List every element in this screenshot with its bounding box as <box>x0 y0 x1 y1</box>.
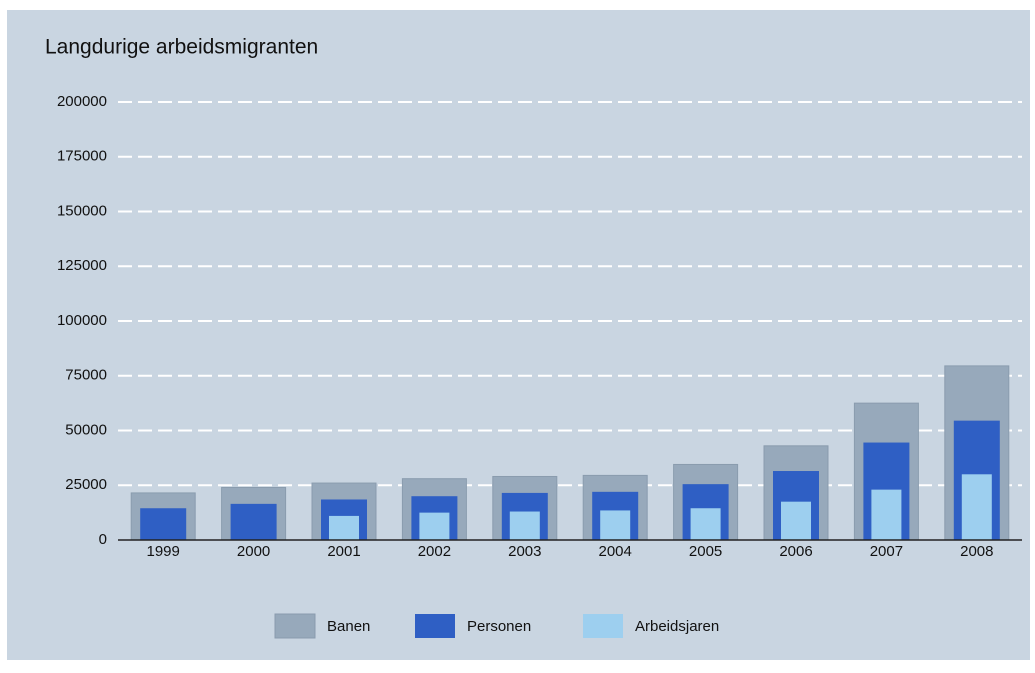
chart-title: Langdurige arbeidsmigranten <box>45 36 318 59</box>
x-tick-label: 2005 <box>689 543 722 560</box>
x-tick-label: 2006 <box>779 543 812 560</box>
legend-label: Arbeidsjaren <box>635 618 719 635</box>
x-tick-label: 2008 <box>960 543 993 560</box>
y-tick-label: 75000 <box>65 367 107 384</box>
x-tick-label: 1999 <box>147 543 180 560</box>
bar <box>230 503 277 540</box>
bar <box>781 501 811 540</box>
y-tick-label: 100000 <box>57 312 107 329</box>
legend-swatch <box>274 613 316 639</box>
bar <box>600 510 631 540</box>
y-tick-label: 175000 <box>57 148 107 165</box>
legend-label: Banen <box>327 618 370 635</box>
bar <box>140 508 187 540</box>
bar <box>871 489 902 540</box>
x-tick-label: 2001 <box>327 543 360 560</box>
y-tick-label: 0 <box>99 531 107 548</box>
x-tick-label: 2000 <box>237 543 270 560</box>
x-tick-label: 2004 <box>599 543 632 560</box>
legend-label: Personen <box>467 618 531 635</box>
legend-swatch <box>583 614 623 638</box>
bar <box>329 515 359 540</box>
x-tick-label: 2007 <box>870 543 903 560</box>
bar <box>419 512 450 540</box>
y-tick-label: 150000 <box>57 202 107 219</box>
legend-swatch <box>415 614 455 638</box>
background <box>7 10 1030 660</box>
bar <box>509 511 540 540</box>
y-tick-label: 50000 <box>65 421 107 438</box>
y-tick-label: 200000 <box>57 93 107 110</box>
y-tick-label: 125000 <box>57 257 107 274</box>
x-tick-label: 2002 <box>418 543 451 560</box>
bar <box>690 508 721 540</box>
bar <box>961 474 992 540</box>
x-tick-label: 2003 <box>508 543 541 560</box>
y-tick-label: 25000 <box>65 476 107 493</box>
